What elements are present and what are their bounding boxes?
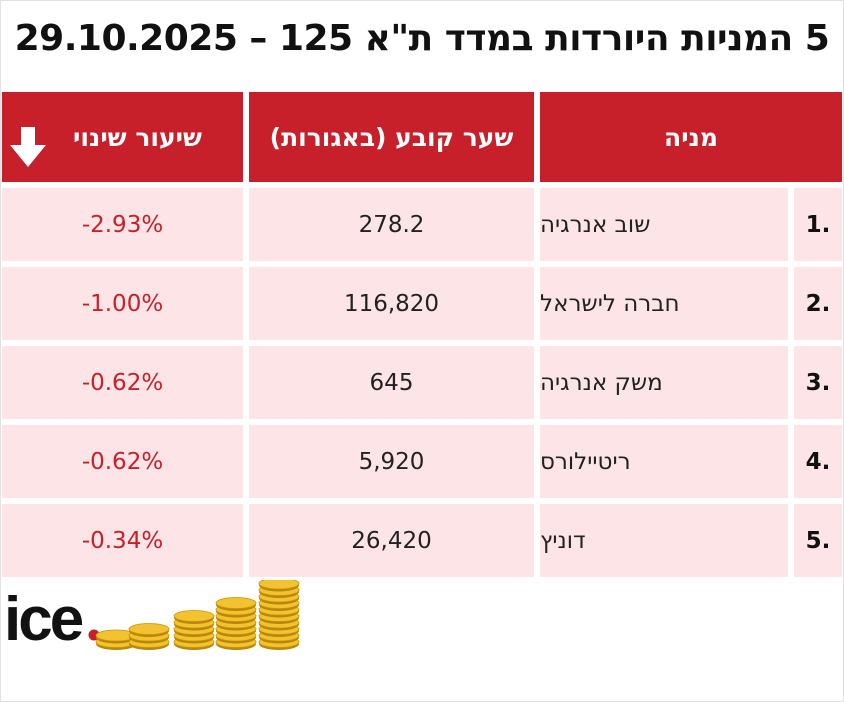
down-arrow-icon (10, 127, 46, 167)
page-title: 5 המניות היורדות במדד ת"א 125 – 29.10.20… (14, 18, 830, 59)
svg-text:ice: ice (4, 585, 83, 650)
stock-change: -2.93% (2, 188, 243, 261)
stock-price: 278.2 (249, 188, 534, 261)
stock-name: משק אנרגיה (540, 346, 788, 419)
stock-change: -0.62% (2, 346, 243, 419)
row-number: 3. (794, 346, 842, 419)
stock-change: -0.62% (2, 425, 243, 498)
ice-logo: ice (4, 580, 300, 650)
header-price: שער קובע (באגורות) (249, 92, 534, 182)
row-number: 5. (794, 504, 842, 577)
stock-name: דוניץ (540, 504, 788, 577)
row-number: 2. (794, 267, 842, 340)
stock-price: 5,920 (249, 425, 534, 498)
header-change-label: שיעור שינוי (73, 122, 202, 152)
header-stock: מניה (540, 92, 842, 182)
row-number: 4. (794, 425, 842, 498)
stock-name: חברה לישראל (540, 267, 788, 340)
stock-price: 645 (249, 346, 534, 419)
header-change: שיעור שינוי (2, 92, 243, 182)
stock-price: 116,820 (249, 267, 534, 340)
stock-price: 26,420 (249, 504, 534, 577)
stock-name: שוב אנרגיה (540, 188, 788, 261)
row-number: 1. (794, 188, 842, 261)
stock-change: -1.00% (2, 267, 243, 340)
stock-change: -0.34% (2, 504, 243, 577)
stock-name: ריטיילורס (540, 425, 788, 498)
